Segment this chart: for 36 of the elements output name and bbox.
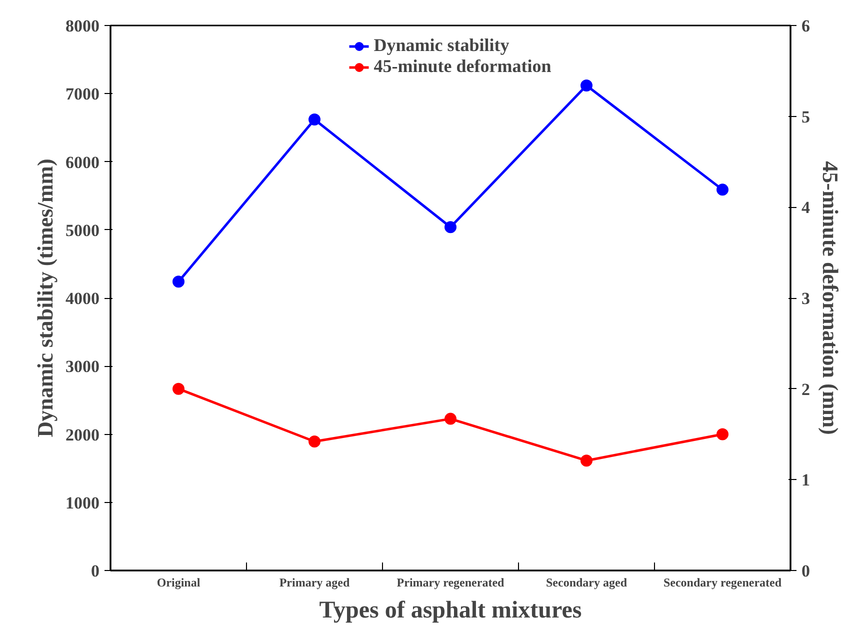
legend-label: Dynamic stability bbox=[374, 35, 510, 56]
point bbox=[580, 79, 592, 92]
point bbox=[172, 276, 184, 288]
point bbox=[444, 412, 456, 425]
point bbox=[308, 436, 320, 448]
legend-label: 45-minute deformation bbox=[374, 56, 552, 77]
y-tick-label: 6000 bbox=[66, 152, 100, 172]
y2-tick-label: 5 bbox=[802, 107, 810, 126]
point bbox=[580, 454, 592, 467]
y2-tick-label: 1 bbox=[802, 470, 810, 490]
y-tick-label: 2000 bbox=[66, 425, 100, 444]
y-tick-label: 7000 bbox=[66, 84, 100, 104]
y-tick-label: 8000 bbox=[66, 16, 100, 36]
point bbox=[716, 184, 728, 196]
y2-tick-label: 2 bbox=[802, 380, 810, 399]
x-tick-label: Secondary aged bbox=[546, 576, 628, 590]
y2-axis-title: 45-minute deformation (mm) bbox=[818, 161, 843, 435]
point bbox=[716, 428, 728, 440]
x-axis-title: Types of asphalt mixtures bbox=[319, 598, 582, 624]
point bbox=[172, 382, 184, 395]
y2-tick-label: 4 bbox=[802, 198, 810, 218]
y-axis-title: Dynamic stability (times/mm) bbox=[32, 158, 58, 438]
x-tick-label: Original bbox=[156, 576, 201, 590]
x-tick-label: Secondary regenerated bbox=[663, 576, 782, 590]
point bbox=[308, 114, 320, 126]
y-tick-label: 4000 bbox=[66, 289, 100, 308]
y2-tick-label: 6 bbox=[802, 16, 810, 36]
x-tick-label: Primary regenerated bbox=[396, 576, 505, 590]
y-tick-label: 0 bbox=[91, 562, 100, 580]
x-tick-label: Primary aged bbox=[279, 576, 350, 590]
y2-tick-label: 0 bbox=[802, 562, 810, 580]
y-tick-label: 3000 bbox=[66, 357, 100, 376]
y-tick-label: 5000 bbox=[66, 220, 100, 240]
point bbox=[444, 221, 456, 234]
y-tick-label: 1000 bbox=[66, 493, 100, 512]
y2-tick-label: 3 bbox=[802, 289, 810, 308]
